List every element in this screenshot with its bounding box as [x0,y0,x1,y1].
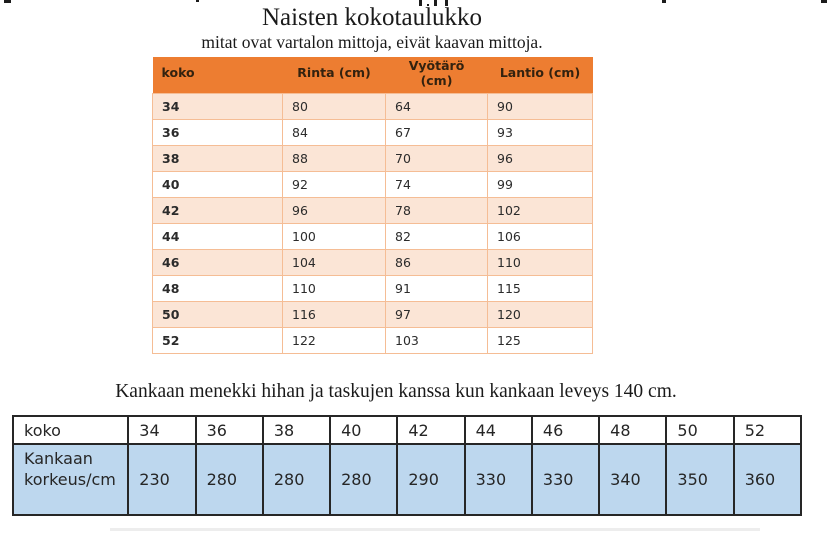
size-cell-r3-c1: 92 [282,170,386,198]
size-cell-r8-c3: 120 [487,300,593,328]
size-table-row-42: 42 96 78 102 [152,196,593,224]
fabric-row-sizes-cell-1: 34 [127,415,197,445]
size-cell-r6-c2: 86 [385,248,488,276]
fabric-row-sizes-cell-6: 44 [463,415,533,445]
cropped-text-remnant [445,0,448,6]
size-table-header-1: Rinta (cm) [282,57,386,93]
size-cell-r5-c0: 44 [152,222,283,250]
size-cell-r7-c0: 48 [152,274,283,302]
size-table-header-row: koko Rinta (cm) Vyötärö (cm) Lantio (cm) [152,57,593,93]
size-cell-r0-c3: 90 [487,92,593,120]
size-cell-r7-c1: 110 [282,274,386,302]
fabric-row-heights-cell-1: 230 [127,443,197,516]
fabric-row-heights-cell-9: 350 [665,443,735,516]
size-cell-r9-c2: 103 [385,326,488,354]
fabric-table-body: koko 34 36 38 40 42 44 46 48 50 52 Kankaan korkeus/… [11,415,803,516]
fabric-row-heights-cell-2: 280 [194,443,264,516]
fabric-row-heights-cell-7: 330 [530,443,601,516]
size-cell-r4-c0: 42 [152,196,283,224]
size-cell-r3-c0: 40 [152,170,283,198]
size-cell-r2-c1: 88 [282,144,386,172]
size-cell-r3-c3: 99 [487,170,593,198]
size-cell-r6-c1: 104 [282,248,386,276]
size-cell-r1-c1: 84 [282,118,386,146]
size-table-row-38: 38 88 70 96 [152,144,593,172]
fabric-table: koko 34 36 38 40 42 44 46 48 50 52 Kankaan korkeus/… [11,415,803,516]
cropped-text-remnant [434,0,437,6]
size-table-row-34: 34 80 64 90 [152,92,593,120]
size-cell-r1-c2: 67 [385,118,488,146]
size-cell-r9-c0: 52 [152,326,283,354]
size-table: koko Rinta (cm) Vyötärö (cm) Lantio (cm) 34… [152,57,593,354]
size-table-row-40: 40 92 74 99 [152,170,593,198]
fabric-row-heights-cell-10: 360 [732,443,803,516]
size-cell-r9-c3: 125 [487,326,593,354]
size-cell-r4-c2: 78 [385,196,488,224]
fabric-row-sizes-cell-0: koko [11,415,130,445]
cropped-text-remnant [196,0,199,2]
size-cell-r5-c3: 106 [487,222,593,250]
size-table-header-2: Vyötärö (cm) [385,57,488,93]
page-title: Naisten kokotaulukko [261,4,483,31]
size-table-row-50: 50 116 97 120 [152,300,593,328]
heading-block: Naisten kokotaulukko mitat ovat vartalon… [152,4,592,53]
size-cell-r4-c3: 102 [487,196,593,224]
size-table-row-46: 46 104 86 110 [152,248,593,276]
fabric-row-sizes-cell-3: 38 [261,415,332,445]
size-cell-r0-c1: 80 [282,92,386,120]
size-table-row-52: 52 122 103 125 [152,326,593,354]
size-cell-r5-c2: 82 [385,222,488,250]
cropped-text-remnant-bottom [110,528,760,531]
size-table-header-0: koko [152,57,283,93]
cropped-text-remnant [4,0,11,3]
size-cell-r7-c3: 115 [487,274,593,302]
fabric-row-heights: Kankaan korkeus/cm 230 280 280 280 290 330 330 3… [11,443,803,516]
size-cell-r9-c1: 122 [282,326,386,354]
size-cell-r2-c0: 38 [152,144,283,172]
fabric-row-heights-cell-6: 330 [463,443,533,516]
fabric-row-sizes-cell-8: 48 [598,415,668,445]
size-cell-r8-c0: 50 [152,300,283,328]
page-subtitle: mitat ovat vartalon mittoja, eivät kaava… [201,32,543,52]
cropped-text-remnant [427,4,429,6]
size-cell-r5-c1: 100 [282,222,386,250]
cropped-text-remnant [419,0,422,6]
size-table-container: koko Rinta (cm) Vyötärö (cm) Lantio (cm) 34… [152,57,593,354]
fabric-row-sizes-cell-5: 42 [396,415,466,445]
size-cell-r8-c2: 97 [385,300,488,328]
fabric-row-heights-cell-5: 290 [396,443,466,516]
size-cell-r6-c3: 110 [487,248,593,276]
size-cell-r8-c1: 116 [282,300,386,328]
fabric-row-sizes-cell-2: 36 [194,415,264,445]
size-cell-r6-c0: 46 [152,248,283,276]
fabric-row-heights-cell-8: 340 [598,443,668,516]
size-cell-r4-c1: 96 [282,196,386,224]
size-cell-r1-c3: 93 [487,118,593,146]
fabric-row-sizes-cell-9: 50 [665,415,735,445]
size-cell-r0-c2: 64 [385,92,488,120]
size-cell-r2-c2: 70 [385,144,488,172]
size-table-row-48: 48 110 91 115 [152,274,593,302]
size-cell-r0-c0: 34 [152,92,283,120]
fabric-row-sizes-cell-4: 40 [329,415,399,445]
cropped-text-remnant [821,0,827,3]
fabric-row-sizes-cell-7: 46 [530,415,601,445]
cropped-text-remnant [662,0,666,3]
fabric-row-heights-cell-0: Kankaan korkeus/cm [11,443,130,516]
fabric-table-container: koko 34 36 38 40 42 44 46 48 50 52 Kankaan korkeus/… [11,415,803,516]
size-cell-r2-c3: 96 [487,144,593,172]
size-cell-r7-c2: 91 [385,274,488,302]
fabric-row-heights-cell-3: 280 [261,443,332,516]
size-cell-r1-c0: 36 [152,118,283,146]
fabric-caption: Kankaan menekki hihan ja taskujen kanssa… [115,381,677,402]
size-table-row-36: 36 84 67 93 [152,118,593,146]
fabric-row-sizes-cell-10: 52 [732,415,803,445]
size-table-row-44: 44 100 82 106 [152,222,593,250]
size-cell-r3-c2: 74 [385,170,488,198]
size-table-body: 34 80 64 90 36 84 67 93 38 88 70 96 40 92 74 99 42 96 78 10… [152,92,593,354]
fabric-row-sizes: koko 34 36 38 40 42 44 46 48 50 52 [11,415,803,445]
fabric-row-heights-cell-4: 280 [329,443,399,516]
size-table-header-3: Lantio (cm) [487,57,593,93]
